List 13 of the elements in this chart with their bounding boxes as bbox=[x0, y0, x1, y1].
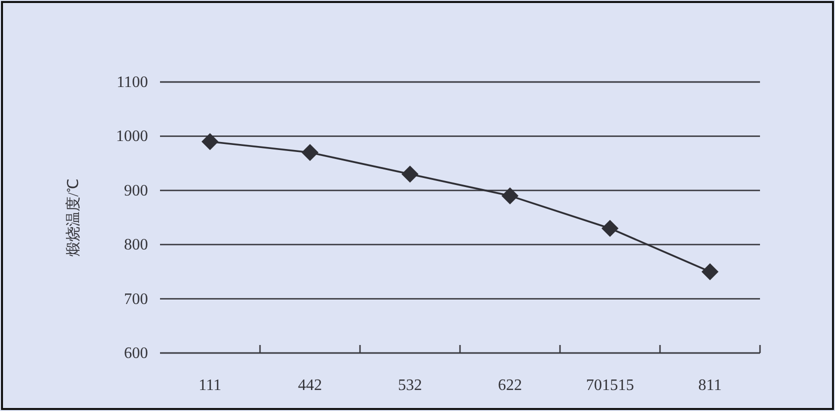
y-tick-label: 600 bbox=[124, 345, 148, 362]
y-tick-label: 900 bbox=[124, 182, 148, 200]
x-tick-label: 622 bbox=[498, 377, 522, 394]
x-tick-label: 532 bbox=[398, 377, 422, 394]
y-tick-label: 800 bbox=[124, 236, 148, 254]
x-tick-label: 111 bbox=[198, 377, 222, 394]
y-axis-title: 煅烧温度/℃ bbox=[66, 178, 82, 257]
y-tick-label: 1000 bbox=[116, 128, 148, 146]
x-tick-label: 701515 bbox=[586, 377, 634, 394]
y-tick-label: 700 bbox=[124, 290, 148, 308]
x-tick-label: 442 bbox=[298, 377, 322, 394]
x-tick-label: 811 bbox=[698, 377, 722, 394]
y-tick-label: 1100 bbox=[116, 74, 148, 91]
